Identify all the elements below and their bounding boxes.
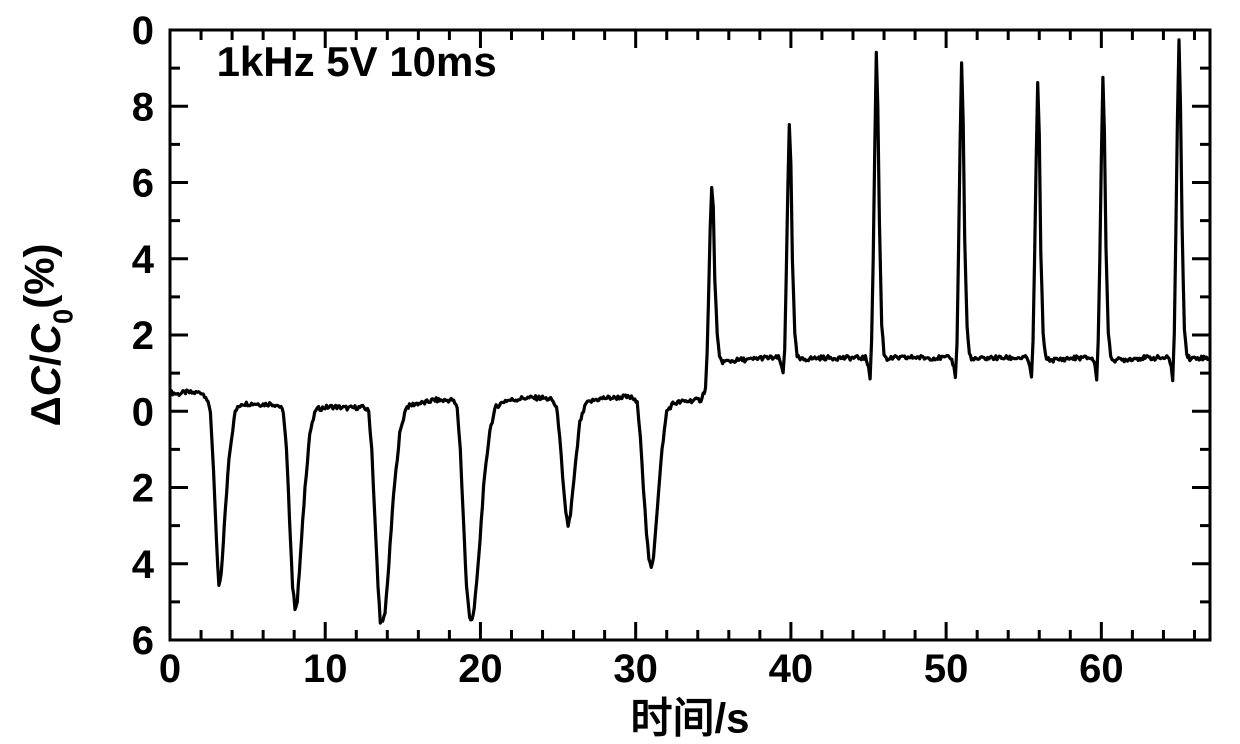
y-tick-label: 6 bbox=[132, 162, 154, 206]
y-tick-label: 8 bbox=[132, 85, 154, 129]
x-axis-label: 时间/s bbox=[630, 694, 749, 741]
x-tick-label: 60 bbox=[1079, 647, 1124, 691]
y-tick-label: 6 bbox=[132, 619, 154, 663]
x-tick-label: 20 bbox=[458, 647, 503, 691]
x-tick-label: 10 bbox=[303, 647, 348, 691]
chart-annotation: 1kHz 5V 10ms bbox=[217, 38, 497, 85]
y-tick-label: 2 bbox=[132, 467, 154, 511]
y-tick-label: 2 bbox=[132, 314, 154, 358]
x-tick-label: 30 bbox=[613, 647, 658, 691]
y-tick-label: 4 bbox=[132, 238, 155, 282]
x-tick-label: 40 bbox=[769, 647, 814, 691]
x-tick-label: 50 bbox=[924, 647, 969, 691]
line-chart: 0102030405060642024680时间/sΔC/C0(%)1kHz 5… bbox=[0, 0, 1240, 744]
y-tick-label: 0 bbox=[132, 390, 154, 434]
x-tick-label: 0 bbox=[159, 647, 181, 691]
chart-container: 0102030405060642024680时间/sΔC/C0(%)1kHz 5… bbox=[0, 0, 1240, 744]
y-tick-label: 4 bbox=[132, 543, 155, 587]
y-tick-label: 0 bbox=[132, 9, 154, 53]
